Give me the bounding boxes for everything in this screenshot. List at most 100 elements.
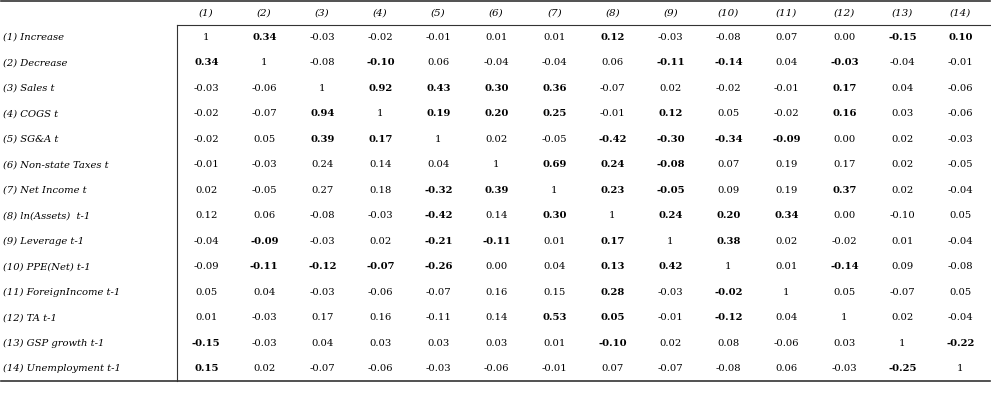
Text: -0.07: -0.07: [309, 364, 335, 373]
Text: 0.02: 0.02: [195, 186, 217, 195]
Text: 1: 1: [319, 84, 326, 93]
Text: -0.12: -0.12: [308, 262, 337, 271]
Text: 0.12: 0.12: [658, 109, 683, 118]
Text: -0.05: -0.05: [541, 135, 567, 144]
Text: 0.17: 0.17: [311, 313, 334, 322]
Text: 0.27: 0.27: [311, 186, 333, 195]
Text: 0.02: 0.02: [253, 364, 275, 373]
Text: 0.06: 0.06: [602, 58, 623, 67]
Text: -0.05: -0.05: [252, 186, 277, 195]
Text: 0.16: 0.16: [370, 313, 391, 322]
Text: -0.09: -0.09: [193, 262, 219, 271]
Text: 0.28: 0.28: [601, 288, 624, 297]
Text: 1: 1: [957, 364, 963, 373]
Text: (8): (8): [606, 8, 619, 17]
Text: 0.37: 0.37: [832, 186, 856, 195]
Text: -0.06: -0.06: [368, 288, 393, 297]
Text: -0.06: -0.06: [947, 109, 973, 118]
Text: 0.02: 0.02: [891, 160, 914, 169]
Text: -0.05: -0.05: [947, 160, 973, 169]
Text: -0.03: -0.03: [252, 339, 277, 347]
Text: 0.01: 0.01: [486, 33, 507, 42]
Text: -0.03: -0.03: [658, 288, 683, 297]
Text: -0.04: -0.04: [947, 237, 973, 246]
Text: 0.15: 0.15: [194, 364, 219, 373]
Text: -0.03: -0.03: [193, 84, 219, 93]
Text: (3) Sales t: (3) Sales t: [3, 84, 55, 93]
Text: -0.08: -0.08: [656, 160, 685, 169]
Text: (1) Increase: (1) Increase: [3, 33, 64, 42]
Text: (8) ln(Assets)  t-1: (8) ln(Assets) t-1: [3, 211, 90, 220]
Text: (12): (12): [833, 8, 855, 17]
Text: -0.04: -0.04: [193, 237, 219, 246]
Text: (2): (2): [257, 8, 272, 17]
Text: -0.03: -0.03: [309, 288, 335, 297]
Text: 0.02: 0.02: [891, 313, 914, 322]
Text: 1: 1: [667, 237, 674, 246]
Text: (10) PPE(Net) t-1: (10) PPE(Net) t-1: [3, 262, 91, 271]
Text: 0.09: 0.09: [891, 262, 914, 271]
Text: -0.03: -0.03: [309, 237, 335, 246]
Text: 0.69: 0.69: [542, 160, 567, 169]
Text: 0.04: 0.04: [427, 160, 450, 169]
Text: 0.24: 0.24: [601, 160, 624, 169]
Text: 0.30: 0.30: [542, 211, 567, 220]
Text: 0.00: 0.00: [833, 33, 855, 42]
Text: 1: 1: [725, 262, 731, 271]
Text: 0.14: 0.14: [485, 313, 507, 322]
Text: -0.09: -0.09: [250, 237, 278, 246]
Text: 0.01: 0.01: [543, 33, 566, 42]
Text: 0.30: 0.30: [484, 84, 508, 93]
Text: 0.04: 0.04: [891, 84, 914, 93]
Text: -0.25: -0.25: [888, 364, 917, 373]
Text: (5) SG&A t: (5) SG&A t: [3, 135, 58, 144]
Text: 1: 1: [551, 186, 558, 195]
Text: -0.01: -0.01: [541, 364, 567, 373]
Text: 0.07: 0.07: [602, 364, 623, 373]
Text: 0.06: 0.06: [775, 364, 798, 373]
Text: 0.07: 0.07: [775, 33, 798, 42]
Text: 0.05: 0.05: [949, 211, 971, 220]
Text: 0.34: 0.34: [774, 211, 799, 220]
Text: (9): (9): [663, 8, 678, 17]
Text: 0.01: 0.01: [543, 237, 566, 246]
Text: -0.02: -0.02: [831, 237, 857, 246]
Text: 0.16: 0.16: [486, 288, 507, 297]
Text: -0.04: -0.04: [541, 58, 567, 67]
Text: -0.06: -0.06: [252, 84, 277, 93]
Text: 0.01: 0.01: [891, 237, 914, 246]
Text: -0.09: -0.09: [772, 135, 801, 144]
Text: 1: 1: [494, 160, 499, 169]
Text: 1: 1: [377, 109, 384, 118]
Text: 0.38: 0.38: [716, 237, 740, 246]
Text: 1: 1: [841, 313, 847, 322]
Text: -0.21: -0.21: [424, 237, 453, 246]
Text: -0.04: -0.04: [484, 58, 509, 67]
Text: (12) TA t-1: (12) TA t-1: [3, 313, 57, 322]
Text: -0.04: -0.04: [890, 58, 916, 67]
Text: -0.12: -0.12: [715, 313, 742, 322]
Text: -0.06: -0.06: [774, 339, 799, 347]
Text: 0.13: 0.13: [601, 262, 624, 271]
Text: -0.03: -0.03: [831, 364, 857, 373]
Text: -0.14: -0.14: [715, 58, 742, 67]
Text: (9) Leverage t-1: (9) Leverage t-1: [3, 237, 84, 246]
Text: -0.07: -0.07: [425, 288, 451, 297]
Text: (5): (5): [431, 8, 446, 17]
Text: 1: 1: [783, 288, 790, 297]
Text: -0.01: -0.01: [600, 109, 625, 118]
Text: -0.02: -0.02: [368, 33, 393, 42]
Text: (1): (1): [199, 8, 214, 17]
Text: 0.42: 0.42: [658, 262, 683, 271]
Text: 0.25: 0.25: [542, 109, 567, 118]
Text: 0.02: 0.02: [370, 237, 391, 246]
Text: (13): (13): [892, 8, 913, 17]
Text: 0.20: 0.20: [716, 211, 740, 220]
Text: -0.10: -0.10: [598, 339, 626, 347]
Text: (11): (11): [776, 8, 797, 17]
Text: 0.92: 0.92: [369, 84, 392, 93]
Text: -0.08: -0.08: [716, 364, 741, 373]
Text: -0.03: -0.03: [252, 160, 277, 169]
Text: (4) COGS t: (4) COGS t: [3, 109, 58, 118]
Text: 0.04: 0.04: [775, 58, 798, 67]
